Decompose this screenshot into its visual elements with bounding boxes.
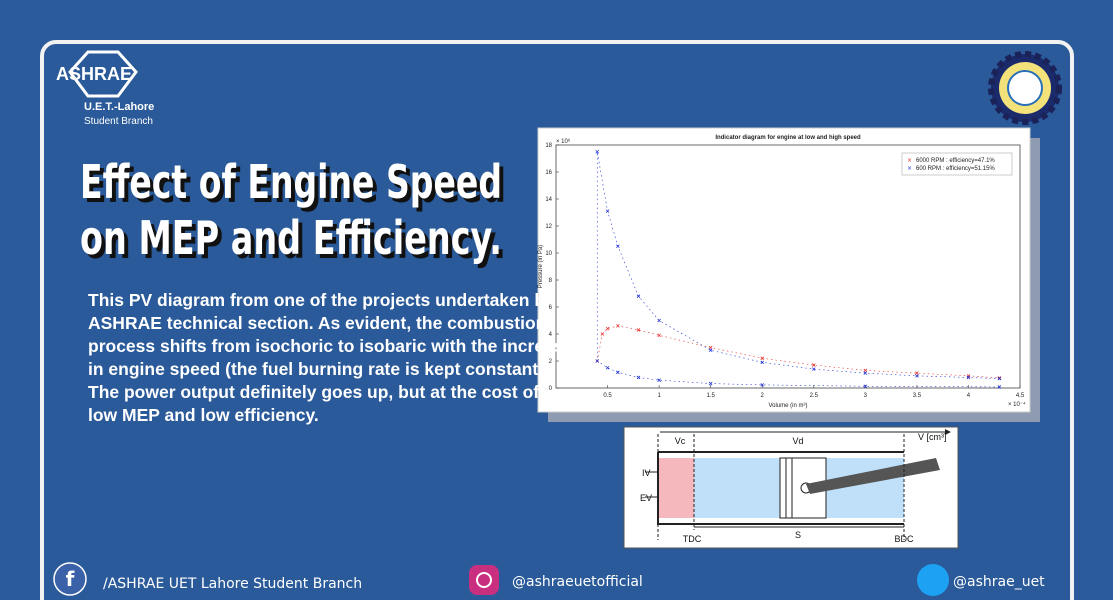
point <box>760 356 765 361</box>
y-tick-label: 12 <box>545 224 552 230</box>
body-line: This PV diagram from one of the projects… <box>88 290 555 310</box>
y-tick-label: 0 <box>549 386 553 392</box>
y-tick-label: 2 <box>549 359 553 365</box>
y-tick-label: 10 <box>545 251 552 257</box>
point <box>616 324 620 328</box>
clearance-volume <box>658 458 694 518</box>
x-tick-label: 1 <box>657 393 661 399</box>
instagram-icon[interactable] <box>469 565 499 595</box>
x-tick-label: 2 <box>761 393 765 399</box>
iv-label: IV <box>642 468 651 478</box>
x-axis-label: Volume (in m³) <box>768 403 807 409</box>
point <box>600 332 605 336</box>
y-axis-label: Pressure (in Pa) <box>538 245 544 288</box>
legend-marker: × <box>907 165 912 172</box>
point <box>863 368 868 373</box>
title-line: on MEP and Efficiency. <box>80 211 502 265</box>
logo-text: ASHRAE <box>56 64 132 84</box>
point <box>811 363 816 367</box>
bdc-label: BDC <box>894 534 914 544</box>
body-line: ASHRAE technical section. As evident, th… <box>88 313 546 333</box>
title-shadow: Effect of Engine Speed <box>84 159 506 213</box>
point <box>708 348 713 352</box>
body-line: process shifts from isochoric to isobari… <box>88 336 574 356</box>
facebook-handle[interactable]: /ASHRAE UET Lahore Student Branch <box>103 576 362 592</box>
point <box>708 381 713 386</box>
point <box>616 244 620 249</box>
branch: U.E.T.-Lahore <box>84 101 154 113</box>
y-tick-label: 4 <box>549 332 553 338</box>
point <box>966 375 971 380</box>
point <box>595 149 600 154</box>
point <box>605 365 610 370</box>
point <box>657 333 661 338</box>
vc-label: Vc <box>675 436 686 446</box>
y-tick-label: 18 <box>545 143 552 149</box>
x-multiplier: × 10⁻⁴ <box>1008 401 1026 408</box>
legend-label: 600 RPM : efficiency=51.15% <box>916 166 995 172</box>
title-line: Effect of Engine Speed <box>80 155 502 209</box>
y-tick-label: 16 <box>545 170 552 176</box>
twitter-icon[interactable] <box>917 564 949 596</box>
point <box>811 367 816 371</box>
twitter-handle[interactable]: @ashrae_uet <box>953 574 1045 590</box>
body-line: The power output definitely goes up, but… <box>88 382 539 402</box>
chart-title: Indicator diagram for engine at low and … <box>715 135 861 141</box>
point <box>915 371 919 375</box>
point <box>760 360 765 365</box>
x-tick-label: 2.5 <box>810 393 819 399</box>
title-shadow: on MEP and Efficiency. <box>84 215 506 269</box>
y-tick-label: 14 <box>545 197 552 203</box>
point <box>863 384 868 389</box>
body-line: low MEP and low efficiency. <box>88 405 319 425</box>
point <box>997 385 1002 389</box>
ev-label: EV <box>640 493 652 503</box>
point <box>605 209 610 213</box>
point <box>997 376 1002 381</box>
point <box>605 326 610 331</box>
x-tick-label: 3 <box>864 393 868 399</box>
connecting-rod <box>806 458 940 494</box>
point <box>636 328 641 332</box>
y-tick-label: 8 <box>549 278 553 284</box>
body-line: in engine speed (the fuel burning rate i… <box>88 359 549 379</box>
vd-label: Vd <box>792 436 803 446</box>
x-tick-label: 0.5 <box>603 393 612 399</box>
point <box>915 374 919 378</box>
point <box>760 383 765 387</box>
point <box>595 359 600 363</box>
point <box>657 378 661 382</box>
x-tick-label: 1.5 <box>706 393 715 399</box>
point <box>657 318 661 323</box>
point <box>636 375 641 380</box>
instagram-glyph <box>476 572 492 588</box>
legend-marker: × <box>907 157 912 164</box>
x-tick-label: 4.5 <box>1016 393 1025 399</box>
s-label: S <box>795 530 801 540</box>
plot-area <box>555 144 1021 389</box>
branch-sub: Student Branch <box>84 116 153 127</box>
x-tick-label: 4 <box>967 393 971 399</box>
instagram-handle[interactable]: @ashraeuetofficial <box>512 574 643 590</box>
point <box>708 345 713 350</box>
legend-label: 6000 RPM : efficiency=47.1% <box>916 158 995 164</box>
emblem-center <box>1007 70 1043 106</box>
logo-frame <box>68 50 138 98</box>
facebook-icon[interactable] <box>53 562 87 596</box>
point <box>863 371 868 375</box>
y-tick-label: 6 <box>549 305 553 311</box>
point <box>997 376 1002 380</box>
x-tick-label: 3.5 <box>913 393 922 399</box>
legend-box <box>901 152 1013 176</box>
facebook-glyph: f <box>66 567 75 591</box>
v-label: V [cm³] <box>918 432 947 442</box>
point <box>636 294 641 298</box>
y-multiplier: × 10⁶ <box>556 138 571 145</box>
tdc-label: TDC <box>683 534 702 544</box>
point <box>616 370 620 375</box>
